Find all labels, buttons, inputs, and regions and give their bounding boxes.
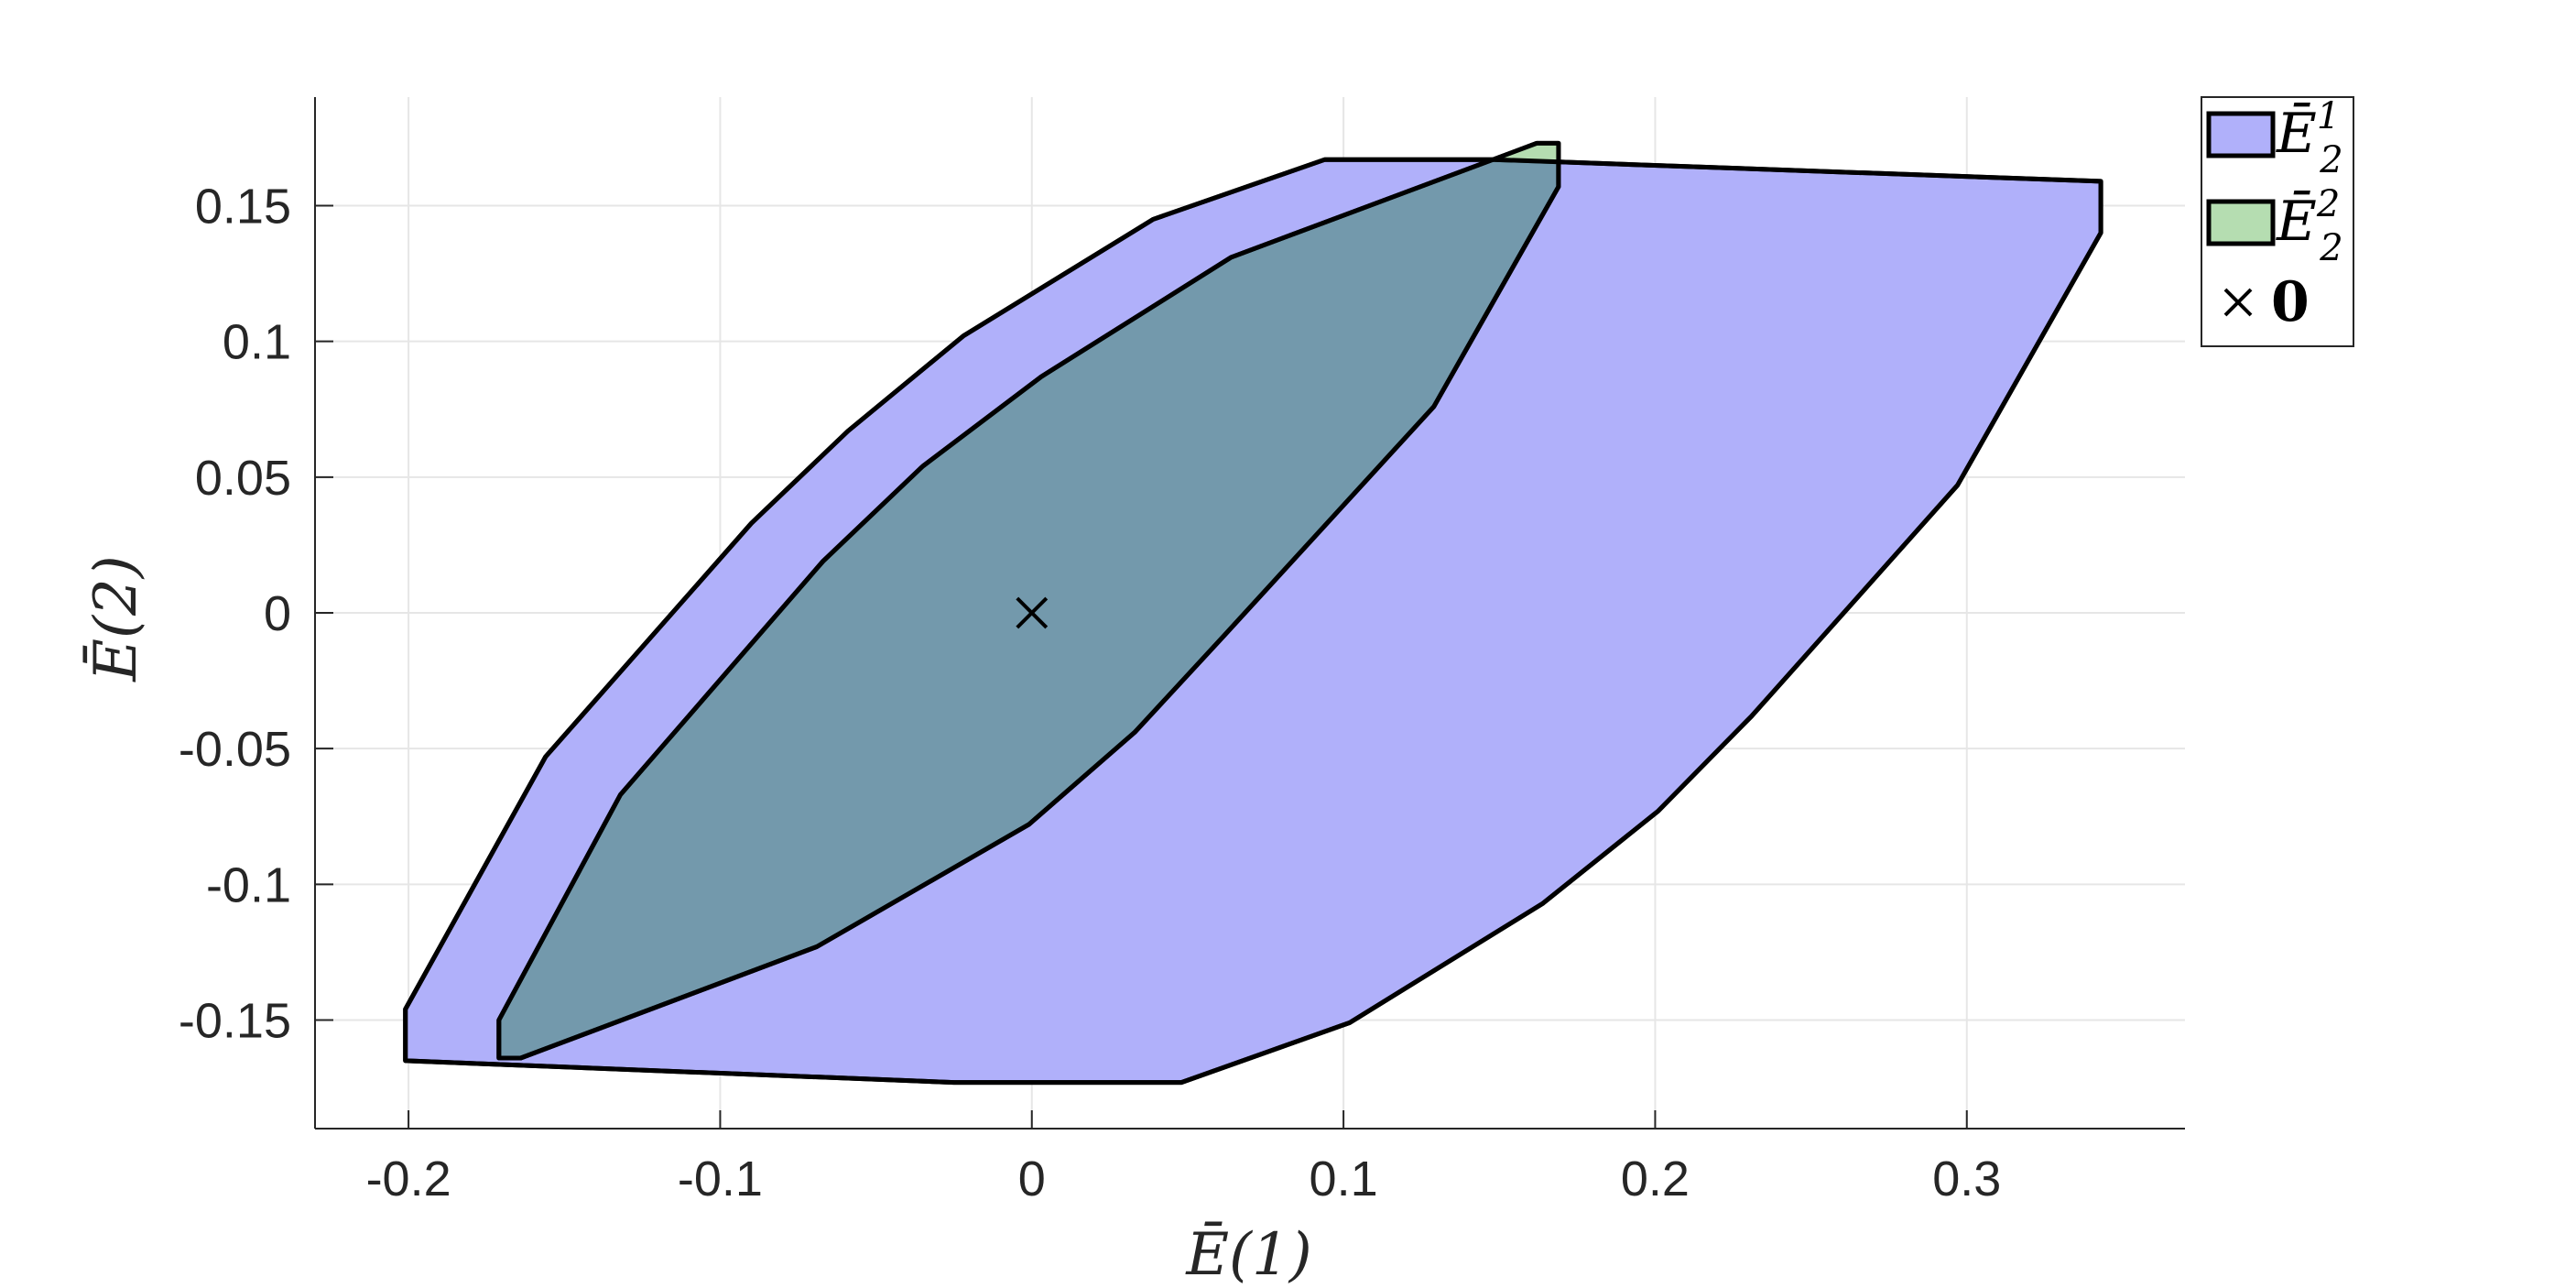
x-tick-label: 0.1 <box>1310 1152 1378 1206</box>
legend-swatch <box>2206 111 2276 158</box>
y-axis-label: Ē(2) <box>82 555 150 682</box>
x-tick-label: 0.3 <box>1932 1152 2001 1206</box>
y-tick-label: -0.15 <box>179 993 291 1048</box>
x-tick-label: -0.2 <box>366 1152 451 1206</box>
area-series-2-outline <box>496 140 1561 1061</box>
y-tick-label: 0 <box>264 586 291 641</box>
y-tick-labels: -0.15 -0.1 -0.05 0 0.05 0.1 0.15 <box>179 180 291 1049</box>
legend: Ē1 2Ē2 20 <box>2201 95 2354 347</box>
legend-entry-3: 0 <box>2223 270 2310 334</box>
x-tick-label: 0.2 <box>1621 1152 1690 1206</box>
legend-x-marker <box>2223 288 2253 317</box>
y-tick-label: 0.05 <box>195 451 291 506</box>
y-tick-label: 0.15 <box>195 180 291 235</box>
x-tick-label: -0.1 <box>678 1152 763 1206</box>
y-tick-label: -0.1 <box>206 857 291 912</box>
x-tick-label: 0 <box>1018 1152 1046 1206</box>
x-marker <box>1016 596 1049 629</box>
legend-entry-2: Ē2 2 <box>2206 183 2343 269</box>
legend-swatch <box>2206 199 2276 246</box>
legend-label: Ē2 2 <box>2276 183 2343 269</box>
area-series-1-outline <box>403 157 2103 1086</box>
legend-entry-1: Ē1 2 <box>2206 95 2343 181</box>
x-tick-labels: -0.2 -0.1 0 0.1 0.2 0.3 <box>366 1152 2002 1206</box>
y-tick-label: 0.1 <box>223 315 291 370</box>
markers <box>1016 596 1049 629</box>
legend-label: 0 <box>2271 270 2310 334</box>
legend-label: Ē1 2 <box>2276 95 2343 181</box>
axes <box>314 97 2185 1130</box>
x-axis-label: Ē(1) <box>1185 1221 1311 1288</box>
x-marker-stroke <box>1016 596 1049 629</box>
y-tick-label: -0.05 <box>179 722 291 777</box>
